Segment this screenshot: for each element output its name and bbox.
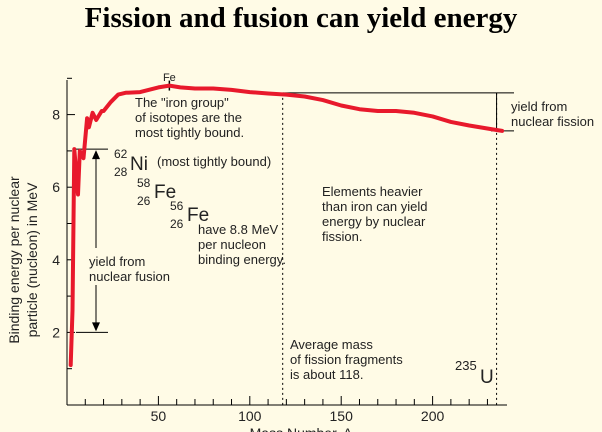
annotations: Fe The "iron group"of isotopes are themos…	[89, 72, 594, 388]
iron-group-note: most tightly bound.	[135, 125, 244, 140]
fission-fragment-note: is about 118.	[290, 367, 363, 382]
fusion-yield-label: nuclear fusion	[89, 269, 170, 284]
ni-note: (most tightly bound)	[157, 154, 271, 169]
peak-label: Fe	[163, 72, 176, 84]
y-tick-label: 8	[52, 107, 60, 123]
axes: 50 100 150 200 2 4 6 8 Mass Number, A Binding ene…	[6, 77, 507, 432]
iron-binding-note: per nucleon	[198, 237, 266, 252]
y-axis-title: Binding energy per nuclear particle (nucl…	[6, 176, 40, 344]
x-tick-label: 100	[238, 408, 262, 424]
y-tick-label: 2	[52, 324, 60, 340]
fe58-atomic-number: 26	[137, 194, 151, 208]
fe58-mass-number: 58	[137, 176, 151, 190]
y-axis-title-line: Binding energy per nuclear	[6, 176, 22, 344]
guide-lines	[76, 80, 514, 405]
iron-group-note: of isotopes are the	[135, 110, 242, 125]
fe56-mass-number: 56	[170, 199, 184, 213]
x-tick-label: 150	[330, 408, 354, 424]
ni-symbol: Ni	[130, 154, 148, 175]
fusion-arrowhead-up	[92, 150, 100, 160]
iron-binding-note: have 8.8 MeV	[198, 222, 279, 237]
page-title: Fission and fusion can yield energy	[84, 2, 518, 34]
x-axis-title: Mass Number, A	[250, 425, 353, 432]
ni-atomic-number: 28	[114, 165, 128, 179]
heavier-elements-note: fission.	[322, 229, 362, 244]
fusion-yield-label: yield from	[89, 254, 145, 269]
y-tick-label: 6	[52, 179, 60, 195]
binding-energy-curve	[68, 83, 505, 368]
u-symbol: U	[480, 367, 494, 388]
fe56-symbol: Fe	[187, 205, 209, 226]
x-tick-label: 200	[421, 408, 445, 424]
fission-fragment-note: Average mass	[290, 337, 373, 352]
heavier-elements-note: than iron can yield	[322, 199, 428, 214]
fe56-atomic-number: 26	[170, 217, 184, 231]
fission-yield-label: nuclear fission	[511, 114, 594, 129]
heavier-elements-note: Elements heavier	[322, 184, 423, 199]
iron-group-note: The "iron group"	[135, 95, 229, 110]
fission-yield-label: yield from	[511, 99, 567, 114]
x-tick-label: 50	[151, 408, 167, 424]
fusion-arrowhead-down	[92, 322, 100, 332]
fe58-symbol: Fe	[154, 182, 176, 203]
y-axis-title-line: particle (nucleon) in MeV	[24, 182, 40, 338]
u-mass-number: 235	[455, 358, 477, 373]
fission-fragment-note: of fission fragments	[290, 352, 403, 367]
y-tick-label: 4	[52, 252, 60, 268]
heavier-elements-note: energy by nuclear	[322, 214, 426, 229]
iron-binding-note: binding energy.	[198, 252, 286, 267]
ni-mass-number: 62	[114, 147, 128, 161]
